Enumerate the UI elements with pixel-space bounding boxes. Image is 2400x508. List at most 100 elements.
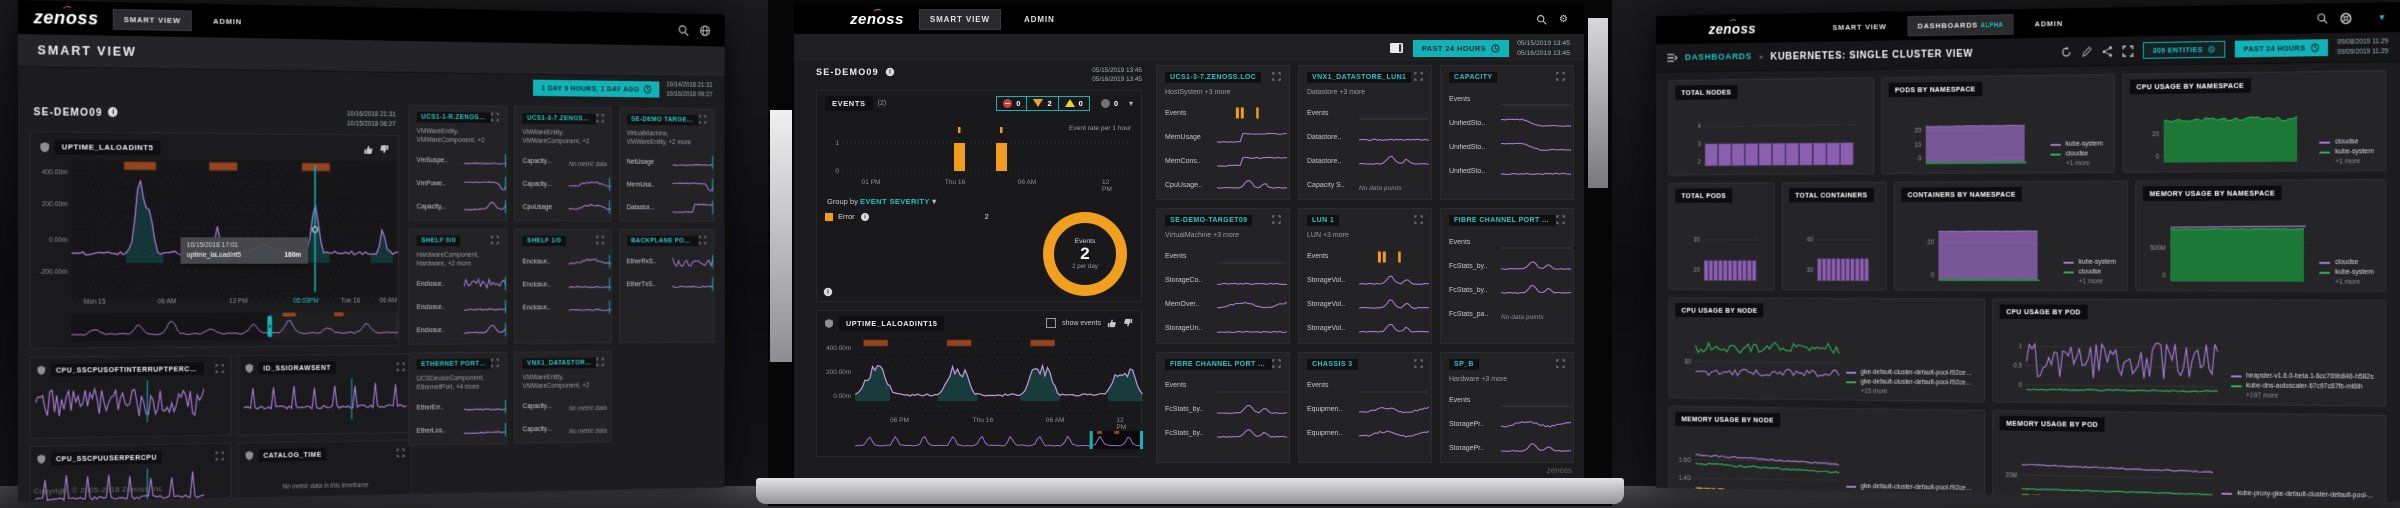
entity-tile-title[interactable]: UCS1-3-7.ZENOSS.LOC	[1165, 72, 1262, 84]
thumbs-up-icon[interactable]	[364, 144, 374, 155]
expand-icon[interactable]	[596, 358, 604, 367]
search-icon[interactable]	[1536, 14, 1547, 25]
tab-dashboards[interactable]: DASHBOARDS ALPHA	[1907, 13, 2014, 36]
chevron-down-icon[interactable]: ▾	[1128, 98, 1133, 108]
entity-tile-title[interactable]: SE-DEMO TARGET09	[626, 114, 699, 126]
metric-row: Capacity...	[523, 176, 604, 192]
search-icon[interactable]	[2316, 12, 2328, 24]
device-name[interactable]: SE-DEMO09	[33, 106, 103, 119]
tab-admin[interactable]: ADMIN	[204, 11, 252, 31]
entities-button[interactable]: 309 ENTITIES	[2143, 40, 2226, 59]
entity-tile-title[interactable]: SP_B	[1449, 358, 1479, 370]
expand-icon[interactable]	[1272, 359, 1281, 368]
expand-icon[interactable]	[215, 452, 223, 461]
time-range-button[interactable]: PAST 24 HOURS	[1412, 40, 1510, 58]
expand-icon[interactable]	[1414, 72, 1423, 81]
user-menu-caret[interactable]: ▾	[2379, 11, 2385, 23]
entity-tile-title[interactable]: VNX1_DATASTORE_LUN1	[522, 357, 596, 369]
gear-icon[interactable]: ⚙	[1559, 13, 1568, 25]
expand-icon[interactable]	[1556, 359, 1565, 368]
thumbs-up-icon[interactable]	[1107, 318, 1117, 328]
thumbs-down-icon[interactable]	[1123, 318, 1133, 328]
refresh-icon[interactable]	[2061, 46, 2072, 58]
entity-tile-title[interactable]: UCS1-1-R.ZENOSS.LOC	[416, 111, 492, 124]
entity-tile-title[interactable]: SHELF 0/0	[416, 235, 461, 247]
sidebar-toggle-icon[interactable]	[1667, 53, 1678, 64]
zenoss-logo[interactable]: zenoss	[1708, 20, 1757, 38]
range-brush-chart[interactable]	[855, 430, 1143, 449]
severity-warning[interactable]: 0	[1059, 97, 1089, 110]
range-brush-chart[interactable]	[71, 312, 399, 342]
tab-smart-view[interactable]: SMART VIEW	[113, 8, 192, 31]
entity-tile-title[interactable]: FIBRE CHANNEL PORT A/1/31	[1449, 215, 1556, 227]
metric-title[interactable]: CATALOG_TIME	[258, 447, 327, 462]
entity-tile-title[interactable]: CHASSIS 3	[1307, 358, 1358, 370]
expand-icon[interactable]	[491, 113, 499, 122]
expand-icon[interactable]	[699, 115, 707, 124]
entity-tile-title[interactable]: ETHERNET PORT B/1/3	[416, 358, 492, 370]
entity-tile-title[interactable]: BACKPLANE PORT 3/2/27	[626, 235, 699, 247]
device-name[interactable]: SE-DEMO09	[816, 67, 879, 78]
uptime-chart[interactable]: 400.00m 200.00m 0.00m	[826, 338, 1143, 417]
group-by-value[interactable]: EVENT SEVERITY ▾	[859, 196, 937, 206]
show-events-checkbox[interactable]	[1046, 318, 1057, 329]
info-icon[interactable]	[885, 67, 895, 77]
x-tick-label: 05:03PM	[293, 297, 319, 305]
expand-icon[interactable]	[491, 236, 499, 245]
entity-tile-title[interactable]: CAPACITY	[1449, 72, 1498, 84]
help-lifering-icon[interactable]	[2340, 11, 2353, 24]
expand-icon[interactable]	[699, 236, 707, 244]
expand-icon[interactable]	[596, 236, 604, 245]
edit-pencil-icon[interactable]	[2081, 45, 2092, 57]
metric-title[interactable]: CPU_SSCPUUSERPERCPU	[51, 450, 162, 466]
entity-tile-title[interactable]: LUN 1	[1307, 215, 1340, 227]
tab-smart-view[interactable]: SMART VIEW	[918, 8, 1001, 30]
legend-entry: gke-default-cluster-default-pool-f92cefb…	[1846, 483, 1973, 492]
globe-icon[interactable]	[699, 24, 710, 36]
metric-title[interactable]: ID_SSIORAWSENT	[258, 361, 336, 375]
metric-row-label: EtherTxS..	[626, 280, 656, 288]
entity-tile-title[interactable]: UCS1-3-7.ZENOSS.LOC	[522, 113, 596, 125]
time-range-button[interactable]: PAST 24 HOURS	[2235, 39, 2328, 58]
metric-title[interactable]: UPTIME_LALOADINT5	[54, 139, 161, 156]
zenoss-logo[interactable]: zenoss	[850, 10, 904, 28]
metric-row-label: EtherErr..	[416, 403, 444, 412]
tab-admin[interactable]: ADMIN	[1014, 10, 1065, 29]
expand-icon[interactable]	[215, 364, 223, 373]
breadcrumb-dashboards[interactable]: DASHBOARDS	[1684, 51, 1752, 63]
entity-tile-title[interactable]: VNX1_DATASTORE_LUN1	[1307, 72, 1412, 84]
expand-icon[interactable]	[596, 114, 604, 123]
severity-error[interactable]: 2	[1027, 96, 1059, 110]
uptime-chart[interactable]: 10/15/2018 17:01 uptime_laLoadInt5 160m	[71, 159, 394, 299]
expand-icon[interactable]	[1556, 215, 1565, 225]
expand-icon[interactable]	[491, 359, 499, 368]
search-icon[interactable]	[678, 24, 689, 37]
severity-info[interactable]: 0	[1095, 97, 1124, 110]
severity-critical[interactable]: 0	[997, 96, 1028, 110]
info-icon[interactable]	[108, 107, 119, 118]
entity-tile-title[interactable]: FIBRE CHANNEL PORT B/1/31	[1165, 358, 1272, 370]
metric-row: StorageUn..	[1165, 321, 1287, 337]
fullscreen-icon[interactable]	[2122, 45, 2133, 57]
expand-icon[interactable]	[1272, 215, 1281, 225]
expand-icon[interactable]	[1414, 359, 1423, 368]
info-icon[interactable]	[860, 212, 869, 221]
tab-admin[interactable]: ADMIN	[2025, 14, 2072, 33]
zenoss-logo[interactable]: zenoss	[33, 6, 99, 29]
thumbs-down-icon[interactable]	[379, 144, 389, 155]
time-range-button[interactable]: 1 DAY 9 HOURS, 1 DAY AGO	[533, 79, 660, 98]
expand-icon[interactable]	[397, 449, 405, 458]
display-mode-icon[interactable]	[1389, 43, 1405, 54]
metric-title[interactable]: UPTIME_LALOADINT15	[839, 315, 945, 331]
entity-tile-title[interactable]: SHELF 1/0	[522, 235, 566, 247]
metric-title[interactable]: CPU_SSCPUSOFTINTERRUPTPERCPU	[51, 362, 205, 377]
share-icon[interactable]	[2102, 45, 2113, 57]
entity-tile-title[interactable]: SE-DEMO-TARGET09	[1165, 215, 1253, 227]
expand-icon[interactable]	[397, 362, 405, 371]
tab-smart-view[interactable]: SMART VIEW	[1824, 17, 1896, 37]
expand-icon[interactable]	[1414, 215, 1423, 225]
expand-icon[interactable]	[1272, 72, 1281, 81]
info-icon[interactable]	[823, 287, 833, 297]
expand-icon[interactable]	[1556, 72, 1565, 81]
